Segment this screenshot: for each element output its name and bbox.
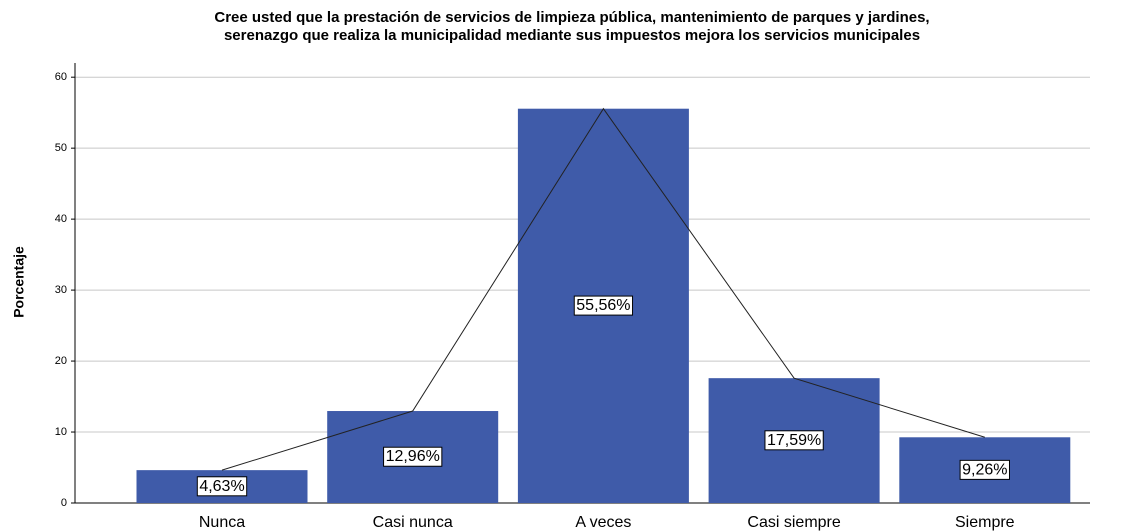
value-label-box [573,295,634,316]
chart-title: serenazgo que realiza la municipalidad m… [224,27,920,44]
y-tick-label: 20 [55,355,67,367]
y-tick-label: 50 [55,142,67,154]
y-tick-label: 10 [55,426,67,438]
value-label-box [764,430,824,451]
x-tick-label: Nunca [199,514,245,531]
chart-title: Cree usted que la prestación de servicio… [214,9,929,26]
x-tick-label: A veces [575,514,631,531]
x-tick-label: Casi siempre [747,514,840,531]
value-label: 9,26% [962,461,1007,478]
y-tick-label: 40 [55,213,67,225]
value-label: 4,63% [199,478,244,495]
value-label: 55,56% [576,297,630,314]
y-tick-label: 0 [61,497,67,509]
y-tick-label: 30 [55,284,67,296]
value-label-box [196,476,248,497]
y-axis-label: Porcentaje [11,246,27,318]
value-label: 17,59% [767,432,821,449]
y-tick-label: 60 [55,71,67,83]
x-tick-label: Siempre [955,514,1015,531]
value-label-box [959,459,1010,480]
trend-line [221,107,985,471]
value-label-box [383,446,443,467]
x-tick-label: Casi nunca [373,514,453,531]
value-label: 12,96% [386,448,440,465]
